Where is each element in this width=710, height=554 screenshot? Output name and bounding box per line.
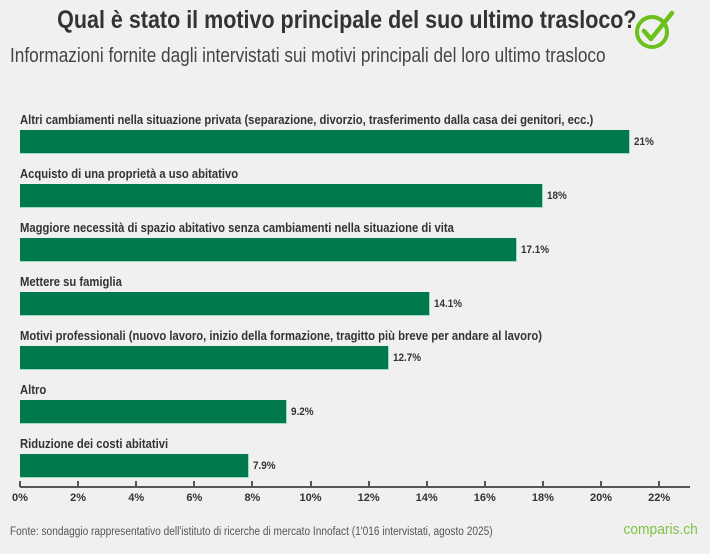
checkmark-circle-icon — [635, 10, 675, 49]
x-tick-label: 18% — [531, 492, 554, 504]
x-tick — [425, 481, 428, 487]
x-tick-label: 10% — [299, 492, 322, 504]
value-label: 12.7% — [392, 352, 422, 364]
x-tick-label: 12% — [357, 492, 380, 504]
x-tick-label: 2% — [70, 492, 87, 504]
x-tick — [135, 481, 138, 487]
x-axis-line — [20, 486, 690, 488]
chart-subtitle: Informazioni fornite dagli intervistati … — [10, 45, 606, 67]
value-label: 7.9% — [253, 460, 277, 472]
bar — [20, 400, 288, 424]
x-tick-label: 16% — [473, 492, 496, 504]
bar — [20, 346, 389, 370]
x-tick-label: 22% — [648, 492, 671, 504]
category-label: Altri cambiamenti nella situazione priva… — [20, 113, 594, 127]
x-tick — [367, 481, 370, 487]
x-tick — [541, 481, 544, 487]
x-tick — [483, 481, 486, 487]
x-tick — [600, 481, 602, 487]
source-note: Fonte: sondaggio rappresentativo dell'is… — [10, 526, 493, 538]
category-label: Mettere su famiglia — [20, 275, 122, 289]
x-tick — [658, 481, 661, 487]
x-tick — [77, 481, 80, 487]
x-tick — [309, 481, 312, 487]
value-label: 18% — [546, 190, 567, 202]
category-label: Riduzione dei costi abitativi — [20, 437, 169, 451]
bar — [20, 238, 517, 262]
x-tick-label: 8% — [244, 492, 261, 504]
brand-logo-text: comparis.ch — [623, 521, 698, 538]
category-label: Maggiore necessità di spazio abitativo s… — [20, 221, 454, 235]
category-label: Acquisto di una proprietà a uso abitativ… — [20, 167, 239, 181]
x-tick — [19, 481, 21, 487]
value-label: 9.2% — [291, 406, 314, 418]
chart-title: Qual è stato il motivo principale del su… — [57, 6, 637, 34]
x-tick-label: 0% — [12, 492, 28, 504]
value-label: 17.1% — [520, 244, 549, 256]
value-label: 14.1% — [433, 298, 462, 310]
x-tick — [251, 481, 254, 487]
bar — [20, 184, 543, 208]
category-label: Motivi professionali (nuovo lavoro, iniz… — [20, 329, 542, 343]
category-label: Altro — [20, 383, 47, 397]
value-label: 21% — [634, 136, 654, 148]
x-tick-label: 14% — [415, 492, 438, 504]
bar — [20, 130, 631, 154]
bar — [20, 454, 250, 478]
x-tick-label: 4% — [128, 492, 145, 504]
x-tick — [193, 481, 196, 487]
x-tick-label: 20% — [589, 492, 613, 504]
bar — [20, 292, 430, 316]
x-tick-label: 6% — [186, 492, 203, 504]
